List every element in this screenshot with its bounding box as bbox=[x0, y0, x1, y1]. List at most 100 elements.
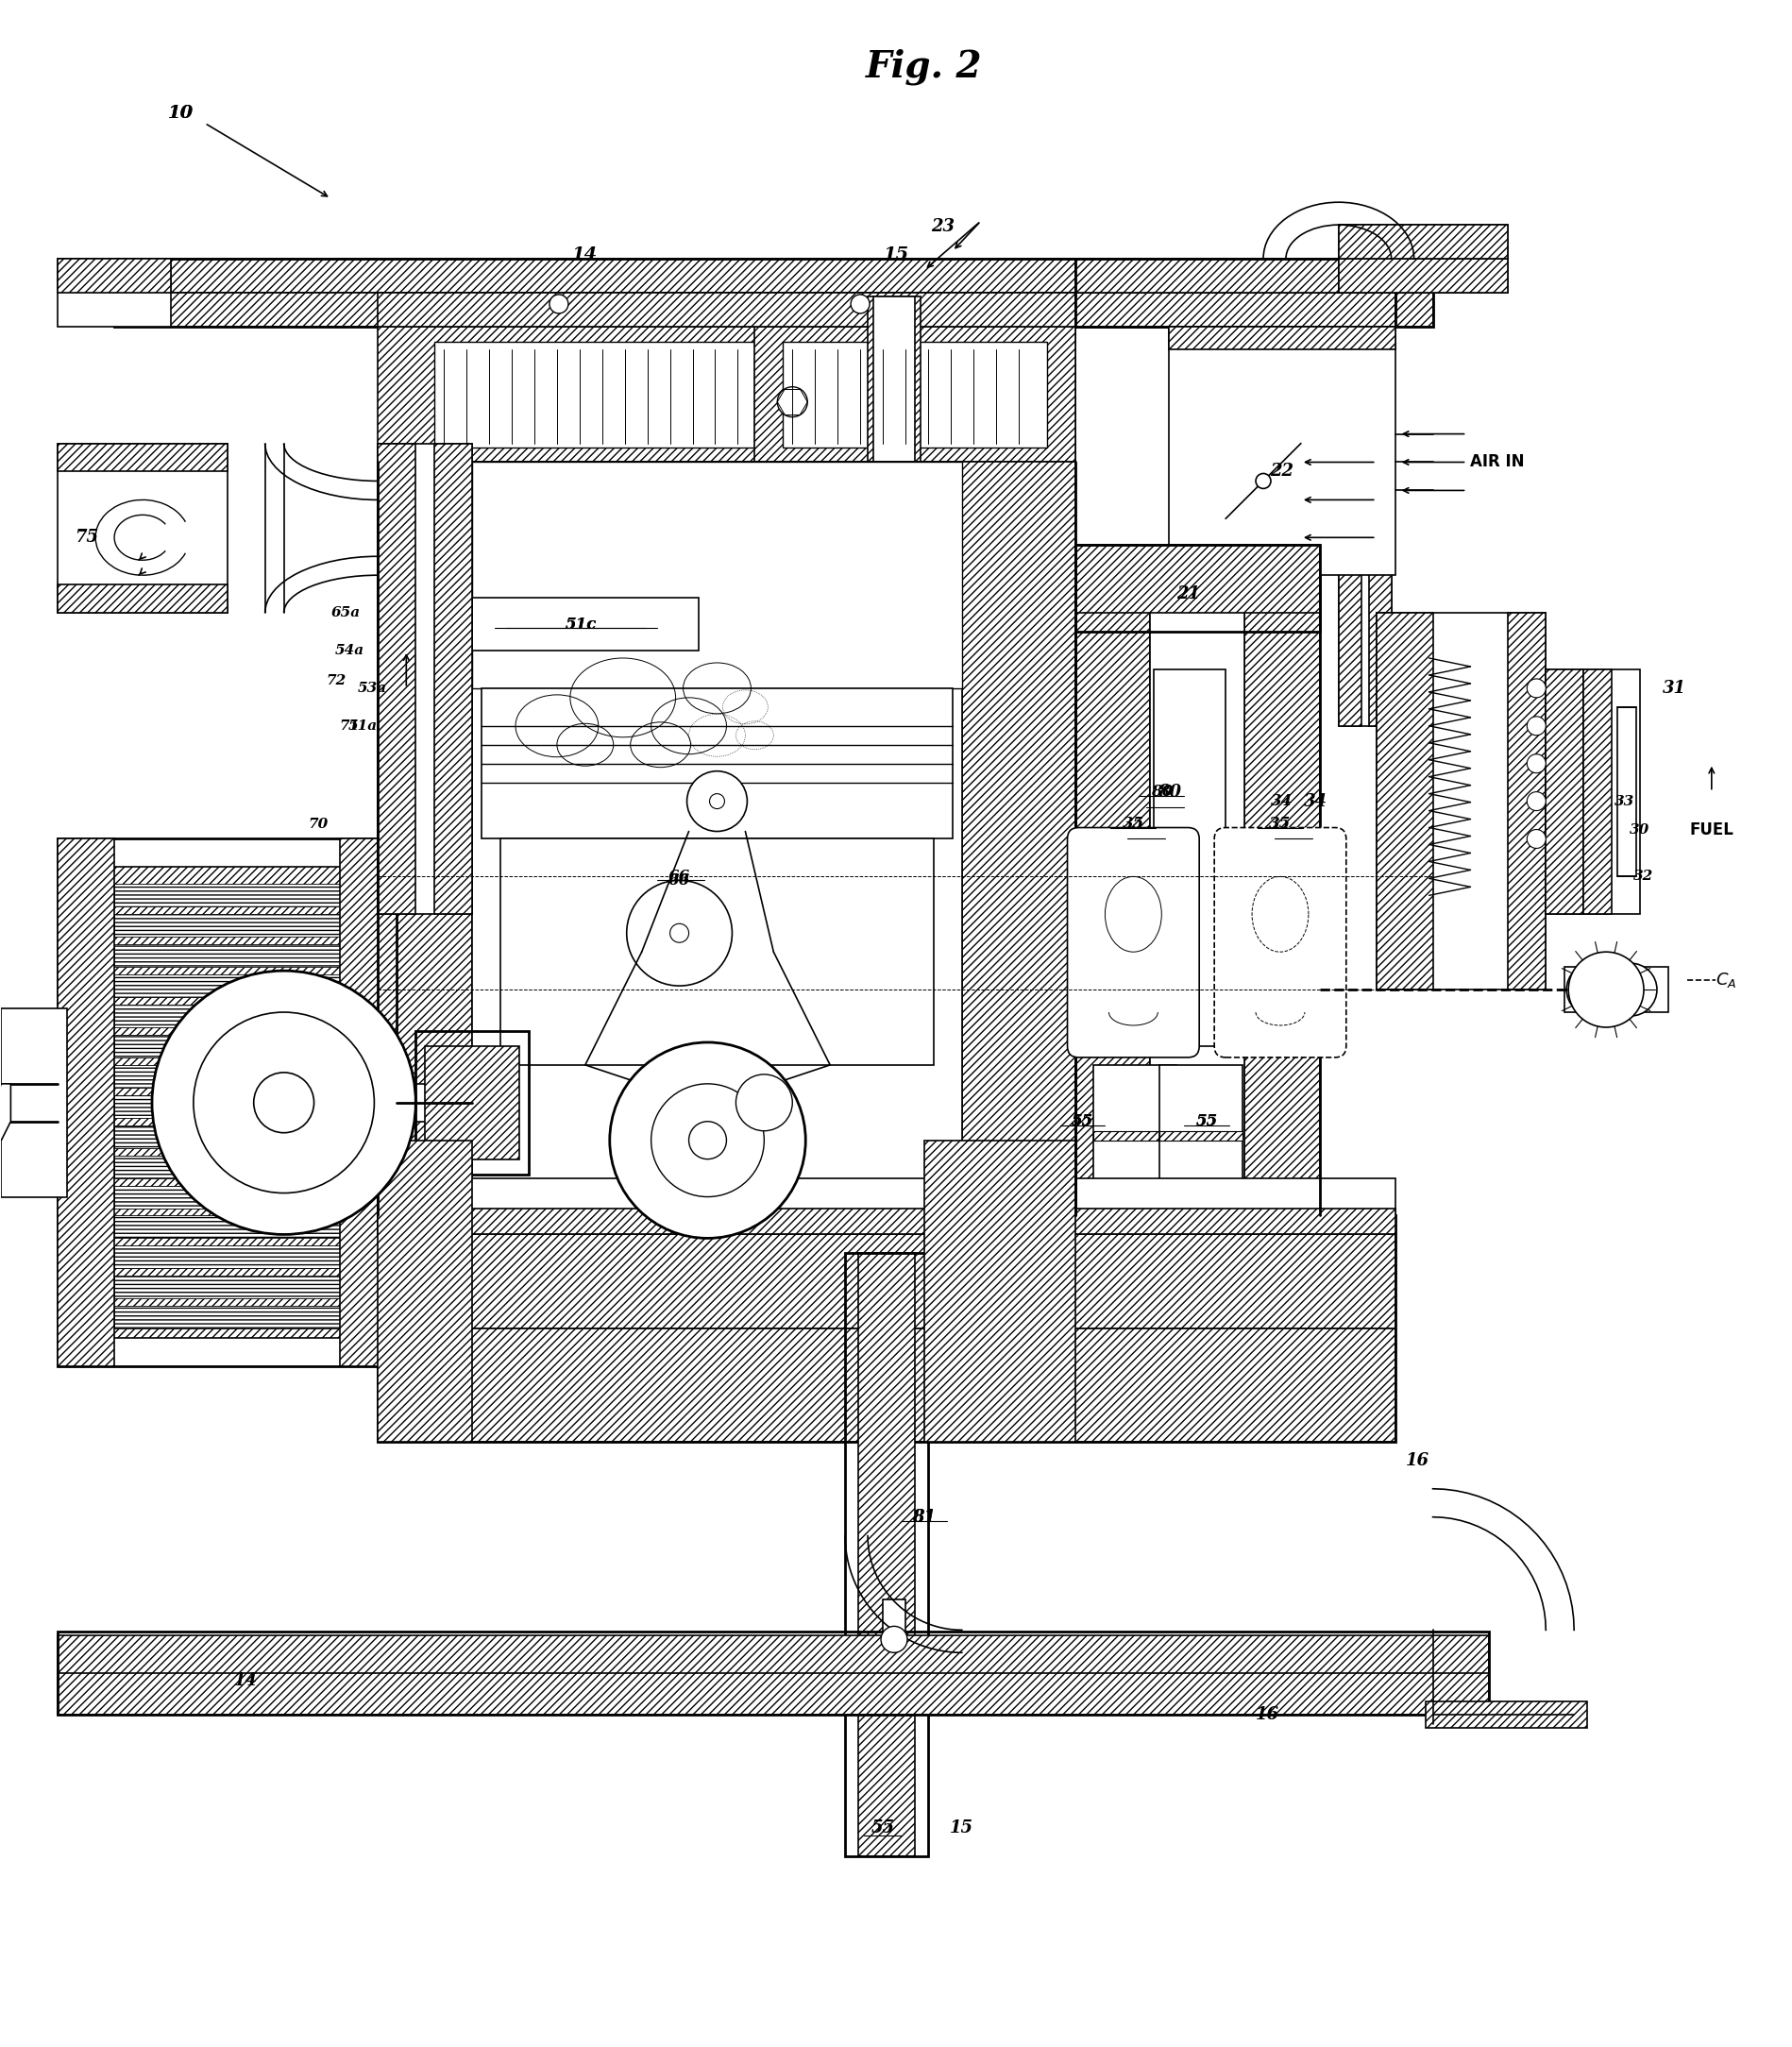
Bar bbox=[115, 1306, 340, 1329]
Text: 81: 81 bbox=[912, 1509, 935, 1525]
Bar bbox=[434, 342, 754, 446]
Bar bbox=[115, 1005, 340, 1028]
Bar bbox=[115, 1126, 340, 1148]
Text: 51c: 51c bbox=[566, 616, 597, 633]
Text: 34: 34 bbox=[1271, 792, 1294, 809]
Text: 10: 10 bbox=[167, 104, 194, 123]
Circle shape bbox=[1568, 952, 1643, 1028]
Text: 66: 66 bbox=[668, 872, 690, 888]
Bar bbox=[1376, 612, 1434, 989]
Bar bbox=[115, 1275, 340, 1298]
Text: 22: 22 bbox=[1271, 463, 1294, 481]
Bar bbox=[1075, 293, 1396, 328]
Bar bbox=[1075, 258, 1396, 328]
Bar bbox=[1075, 545, 1319, 633]
Text: 33: 33 bbox=[1615, 794, 1634, 809]
Text: 80: 80 bbox=[1158, 784, 1181, 800]
Bar bbox=[340, 839, 396, 1365]
Bar bbox=[1075, 258, 1396, 293]
Bar bbox=[2, 1009, 68, 1197]
Bar bbox=[846, 1253, 928, 1857]
Text: 23: 23 bbox=[932, 219, 955, 235]
Bar bbox=[57, 585, 228, 612]
Bar bbox=[115, 974, 340, 997]
Bar bbox=[783, 342, 1047, 446]
Text: 70: 70 bbox=[308, 817, 328, 831]
Bar bbox=[1339, 225, 1509, 293]
Bar bbox=[115, 1216, 340, 1238]
Bar bbox=[378, 1140, 473, 1441]
Bar bbox=[1168, 328, 1396, 575]
Bar bbox=[473, 463, 962, 1216]
Bar bbox=[1369, 274, 1391, 727]
Bar bbox=[115, 1185, 340, 1208]
Bar bbox=[57, 444, 228, 612]
Text: 21: 21 bbox=[1176, 585, 1201, 602]
Text: 16: 16 bbox=[1254, 1707, 1279, 1724]
Circle shape bbox=[686, 772, 747, 831]
Bar bbox=[378, 1216, 1396, 1329]
Bar bbox=[1339, 258, 1509, 293]
Polygon shape bbox=[0, 1083, 11, 1140]
Text: 71: 71 bbox=[340, 718, 360, 733]
Bar bbox=[378, 293, 1075, 328]
Bar bbox=[115, 884, 340, 907]
Text: 55: 55 bbox=[1195, 1114, 1219, 1130]
Text: 10: 10 bbox=[167, 104, 194, 123]
Bar bbox=[873, 297, 916, 463]
Circle shape bbox=[1527, 792, 1546, 811]
Bar bbox=[1159, 1130, 1242, 1140]
Bar bbox=[858, 1253, 916, 1857]
Bar bbox=[1584, 669, 1611, 915]
Bar bbox=[473, 598, 699, 651]
Text: 15: 15 bbox=[950, 1820, 973, 1836]
Text: 55: 55 bbox=[1072, 1114, 1093, 1130]
Circle shape bbox=[1256, 473, 1271, 489]
Bar bbox=[396, 1083, 473, 1122]
Circle shape bbox=[609, 1042, 806, 1238]
Bar bbox=[1339, 274, 1391, 727]
Text: 55: 55 bbox=[1195, 1114, 1219, 1130]
Text: 55: 55 bbox=[1072, 1114, 1093, 1130]
Circle shape bbox=[650, 1083, 763, 1197]
Circle shape bbox=[1527, 716, 1546, 735]
Bar bbox=[57, 839, 396, 1365]
Bar bbox=[378, 463, 473, 1216]
Bar bbox=[482, 688, 953, 839]
Bar bbox=[1339, 274, 1362, 727]
Bar bbox=[1546, 669, 1584, 915]
Circle shape bbox=[882, 1625, 907, 1652]
Bar bbox=[1339, 225, 1509, 258]
Bar bbox=[57, 1636, 1489, 1676]
Bar bbox=[115, 1247, 340, 1269]
Bar bbox=[378, 328, 1075, 463]
Circle shape bbox=[194, 1011, 375, 1193]
Bar bbox=[473, 463, 962, 688]
Bar bbox=[378, 1208, 1396, 1234]
Bar bbox=[416, 1032, 529, 1175]
Text: 35: 35 bbox=[1269, 817, 1292, 831]
Text: 51a: 51a bbox=[348, 718, 378, 733]
Bar bbox=[1509, 612, 1546, 989]
Text: 14: 14 bbox=[235, 1672, 258, 1689]
Bar bbox=[1168, 328, 1396, 350]
Bar bbox=[115, 258, 1434, 293]
Circle shape bbox=[550, 295, 568, 313]
Text: AIR IN: AIR IN bbox=[1471, 454, 1525, 471]
Text: 81: 81 bbox=[912, 1509, 935, 1525]
Bar bbox=[1075, 545, 1319, 612]
Text: 75: 75 bbox=[73, 528, 99, 547]
Bar bbox=[378, 1216, 1396, 1441]
Bar bbox=[1425, 1701, 1588, 1728]
Text: $\mathit{C}_{\mathit{A}}$: $\mathit{C}_{\mathit{A}}$ bbox=[1715, 970, 1736, 989]
Circle shape bbox=[627, 880, 733, 987]
Bar bbox=[106, 868, 349, 1339]
Circle shape bbox=[254, 1073, 314, 1132]
Text: 65a: 65a bbox=[332, 606, 360, 620]
FancyBboxPatch shape bbox=[1215, 827, 1346, 1058]
Circle shape bbox=[778, 387, 808, 418]
Bar bbox=[425, 1046, 520, 1159]
Bar bbox=[115, 1095, 340, 1118]
Circle shape bbox=[1604, 964, 1658, 1015]
Bar bbox=[1618, 706, 1636, 876]
